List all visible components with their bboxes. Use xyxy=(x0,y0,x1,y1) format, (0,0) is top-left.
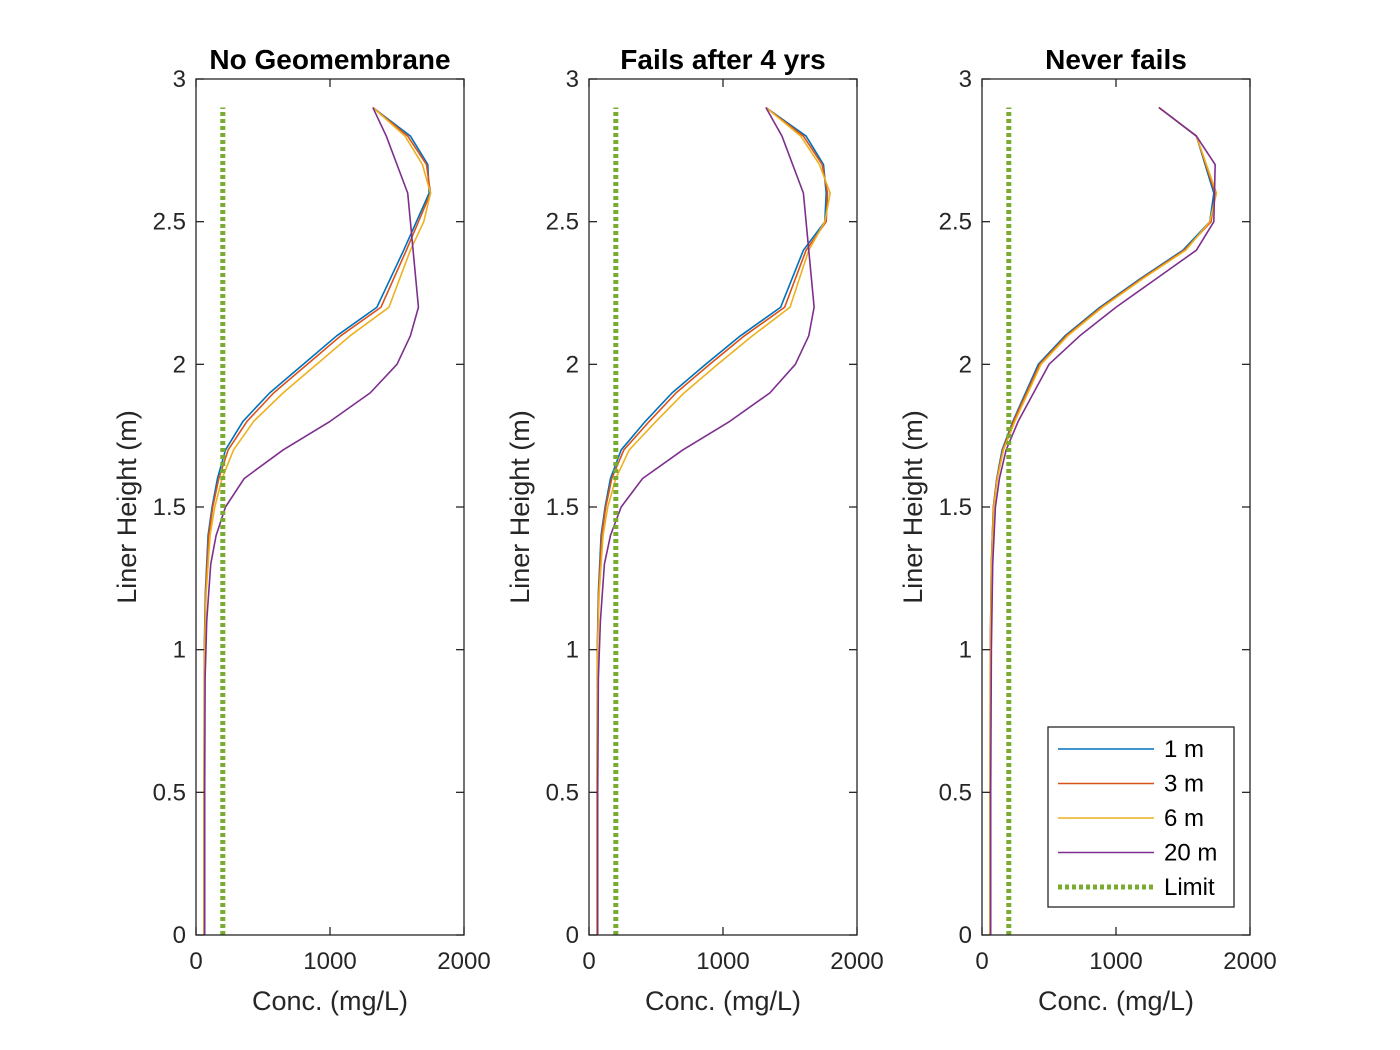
y-tick-label: 2 xyxy=(959,351,972,378)
y-tick-label: 0 xyxy=(959,922,972,949)
x-tick-label: 1000 xyxy=(696,948,749,975)
y-tick-label: 2.5 xyxy=(939,209,972,236)
x-axis-label: Conc. (mg/L) xyxy=(252,986,408,1016)
y-tick-label: 3 xyxy=(959,66,972,93)
chart-panel-1: 0 1000 2000 0 0.5 1 1.5 2 2.5 3 No Geomembrane Conc… xyxy=(112,44,491,1016)
y-tick-label: 2.5 xyxy=(546,209,579,236)
series-line-6-m xyxy=(989,106,1218,935)
y-tick-label: 0.5 xyxy=(939,779,972,806)
y-tick-label: 1 xyxy=(173,637,186,664)
legend-label-20-m: 20 m xyxy=(1164,840,1217,867)
y-tick-label: 3 xyxy=(173,66,186,93)
x-tick-label: 2000 xyxy=(437,948,490,975)
legend: 1 m 3 m 6 m 20 m Limit xyxy=(1047,726,1235,908)
y-tick-label: 1.5 xyxy=(153,494,186,521)
y-tick-label: 0.5 xyxy=(153,779,186,806)
x-axis-label: Conc. (mg/L) xyxy=(1038,986,1194,1016)
y-tick-label: 1 xyxy=(566,637,579,664)
y-axis-label: Liner Height (m) xyxy=(898,410,928,604)
y-tick-label: 0 xyxy=(173,922,186,949)
x-axis-label: Conc. (mg/L) xyxy=(645,986,801,1016)
series-line-20-m xyxy=(203,107,420,935)
panel-title: No Geomembrane xyxy=(209,44,450,75)
y-tick-label: 1.5 xyxy=(939,494,972,521)
y-axis-label: Liner Height (m) xyxy=(112,410,142,604)
y-tick-label: 0 xyxy=(566,922,579,949)
series-line-20-m xyxy=(989,106,1216,935)
panel-title: Never fails xyxy=(1045,44,1187,75)
x-tick-label: 2000 xyxy=(830,948,883,975)
y-tick-label: 1.5 xyxy=(546,494,579,521)
x-tick-label: 1000 xyxy=(1089,948,1142,975)
legend-label-limit: Limit xyxy=(1164,874,1215,901)
legend-box xyxy=(1047,726,1235,908)
x-tick-label: 2000 xyxy=(1223,948,1276,975)
y-tick-label: 1 xyxy=(959,637,972,664)
x-tick-label: 1000 xyxy=(303,948,356,975)
plot-area xyxy=(196,79,464,935)
x-tick-label: 0 xyxy=(582,948,595,975)
legend-label-6-m: 6 m xyxy=(1164,805,1204,832)
series-line-6-m xyxy=(596,106,832,935)
y-tick-label: 3 xyxy=(566,66,579,93)
legend-label-1-m: 1 m xyxy=(1164,736,1204,763)
panel-title: Fails after 4 yrs xyxy=(620,44,825,75)
x-tick-label: 0 xyxy=(189,948,202,975)
series-line-6-m xyxy=(203,106,432,935)
legend-label-3-m: 3 m xyxy=(1164,771,1204,798)
series-line-20-m xyxy=(596,107,815,935)
chart-panel-2: 0 1000 2000 0 0.5 1 1.5 2 2.5 3 Fails after 4 yrs C… xyxy=(505,44,884,1016)
y-tick-label: 2.5 xyxy=(153,209,186,236)
y-axis-label: Liner Height (m) xyxy=(505,410,535,604)
x-tick-label: 0 xyxy=(975,948,988,975)
plot-area xyxy=(589,79,857,935)
y-tick-label: 0.5 xyxy=(546,779,579,806)
y-tick-label: 2 xyxy=(566,351,579,378)
chart-panel-3: 0 1000 2000 0 0.5 1 1.5 2 2.5 3 Never fails Conc. (… xyxy=(898,44,1277,1016)
y-tick-label: 2 xyxy=(173,351,186,378)
